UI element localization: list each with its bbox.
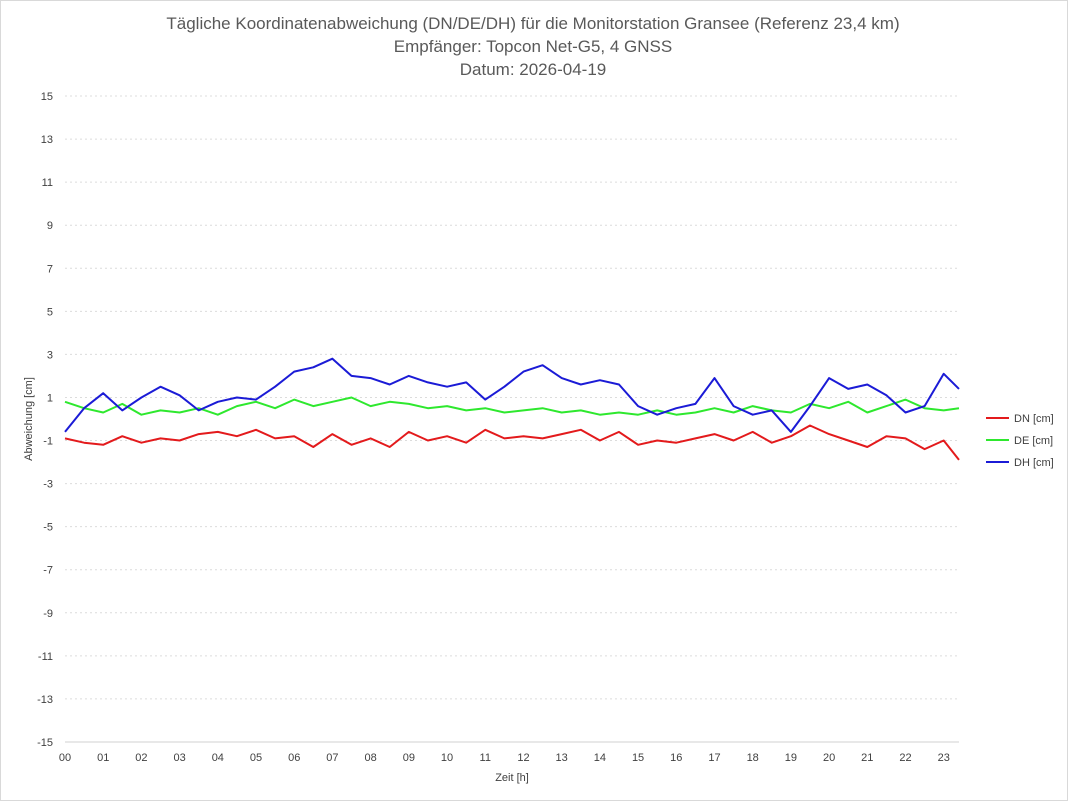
x-tick-label: 18 [747,752,759,764]
x-tick-label: 16 [670,752,682,764]
legend-label: DN [cm] [1014,413,1054,425]
series-line-de [64,396,960,416]
chart-title-line-3: Datum: 2026-04-19 [460,60,606,79]
x-tick-label: 10 [441,752,453,764]
y-tick-label: 7 [47,263,53,275]
chart-legend: DN [cm] DE [cm] DH [cm] [986,413,1054,469]
y-tick-label: 9 [47,220,53,232]
y-tick-label: -9 [43,608,53,620]
x-tick-label: 19 [785,752,797,764]
x-tick-label: 21 [861,752,873,764]
y-tick-label: -15 [37,737,53,749]
x-tick-label: 17 [708,752,720,764]
y-axis-ticks: 15 13 11 9 7 5 3 1 -1 -3 -5 -7 -9 -11 -13 -15 [37,91,53,749]
x-tick-label: 23 [938,752,950,764]
x-tick-label: 00 [59,752,71,764]
x-tick-label: 13 [556,752,568,764]
grid-lines [65,95,959,743]
chart-title-line-1: Tägliche Koordinatenabweichung (DN/DE/DH… [166,14,899,33]
x-tick-label: 06 [288,752,300,764]
x-tick-label: 07 [326,752,338,764]
y-tick-label: 3 [47,349,53,361]
legend-label: DE [cm] [1014,435,1053,447]
x-tick-label: 11 [480,752,491,764]
data-series [64,357,960,461]
y-tick-label: -7 [43,565,53,577]
x-axis-ticks: 00 01 02 03 04 05 06 07 08 09 10 11 12 13 14 15 16 17 18 19… [59,752,950,764]
series-line-dh [64,357,960,433]
y-tick-label: 11 [42,177,53,189]
y-tick-label: -11 [38,651,53,663]
x-tick-label: 14 [594,752,606,764]
x-tick-label: 05 [250,752,262,764]
legend-label: DH [cm] [1014,457,1054,469]
x-tick-label: 09 [403,752,415,764]
y-axis-label: Abweichung [cm] [23,377,35,461]
y-tick-label: -3 [43,479,53,491]
x-tick-label: 08 [365,752,377,764]
x-tick-label: 20 [823,752,835,764]
x-axis-label: Zeit [h] [495,772,529,784]
x-tick-label: 22 [899,752,911,764]
series-line-dn [64,424,960,461]
y-tick-label: -13 [37,694,53,706]
x-tick-label: 02 [135,752,147,764]
x-tick-label: 01 [97,752,109,764]
y-tick-label: 5 [47,306,53,318]
y-tick-label: 15 [41,91,53,103]
y-tick-label: 13 [41,134,53,146]
x-tick-label: 12 [517,752,529,764]
y-tick-label: -1 [43,436,53,448]
x-tick-label: 03 [173,752,185,764]
x-tick-label: 04 [212,752,224,764]
chart-title-line-2: Empfänger: Topcon Net-G5, 4 GNSS [394,37,672,56]
chart-title: Tägliche Koordinatenabweichung (DN/DE/DH… [166,14,899,79]
y-tick-label: 1 [47,392,53,404]
x-tick-label: 15 [632,752,644,764]
y-tick-label: -5 [43,522,53,534]
